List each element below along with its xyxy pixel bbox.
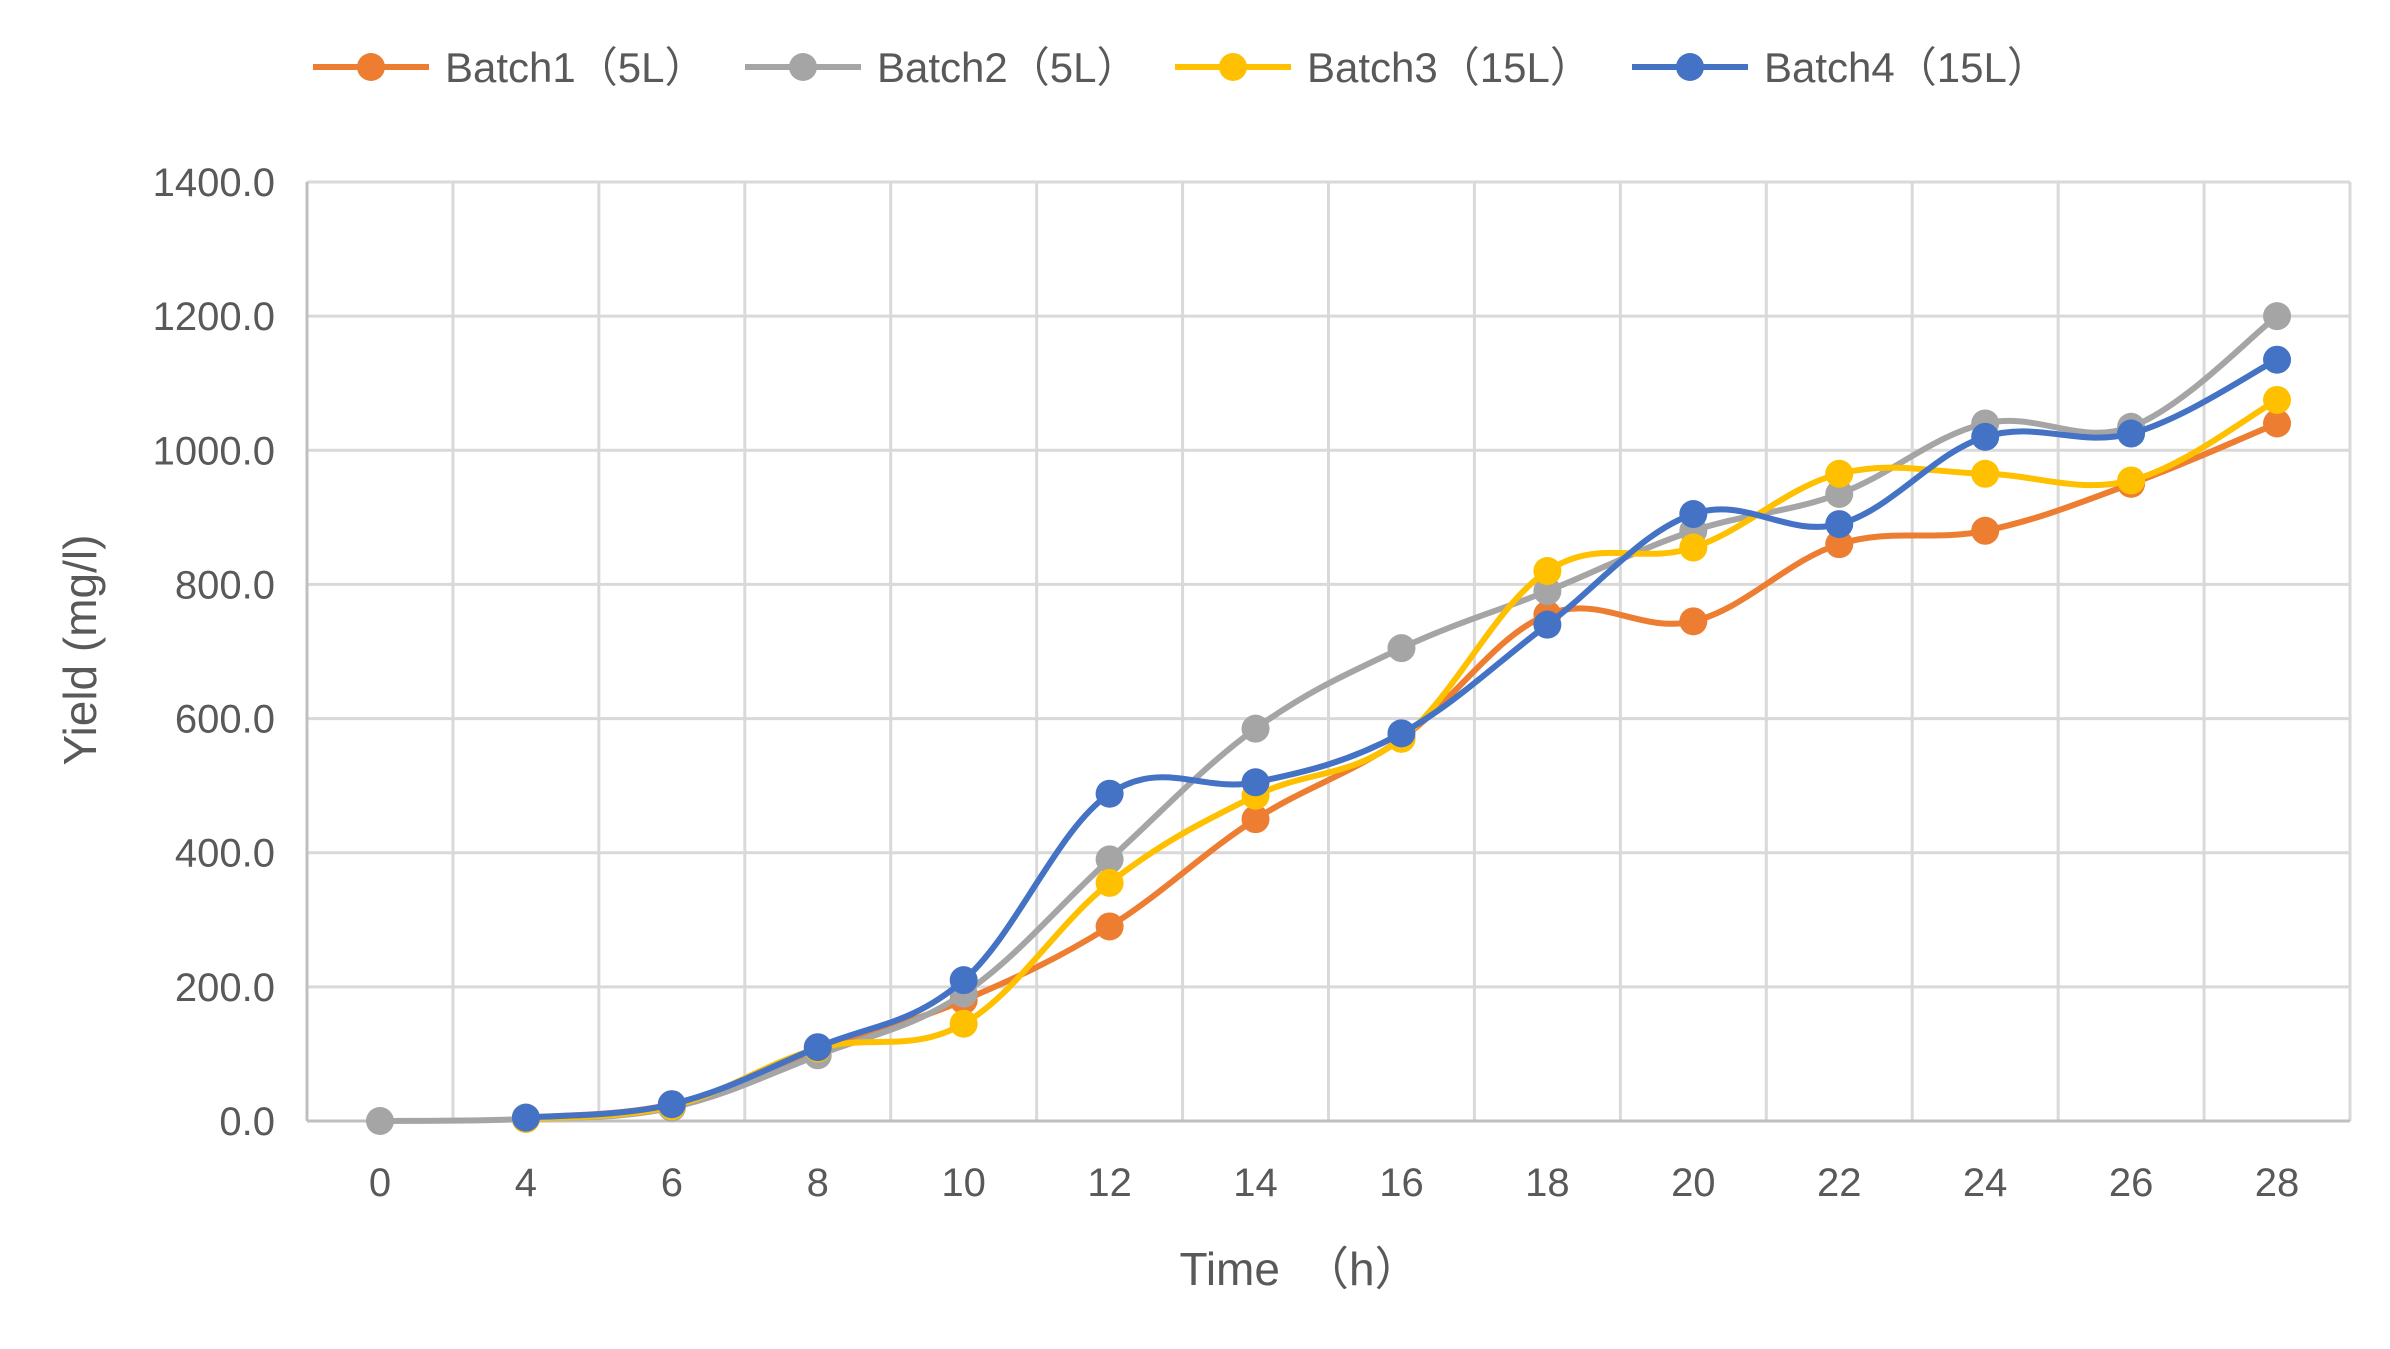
data-point <box>1679 500 1708 529</box>
x-tick-label: 20 <box>1671 1161 1716 1205</box>
y-tick-label: 1200.0 <box>153 295 275 339</box>
data-point <box>1095 845 1124 874</box>
legend-item: Batch1（5L） <box>313 44 706 91</box>
legend-label: Batch1（5L） <box>445 44 706 91</box>
data-point <box>1825 530 1854 559</box>
x-tick-label: 16 <box>1379 1161 1424 1205</box>
series-line <box>525 397 2279 1122</box>
series-lines <box>365 302 2292 1135</box>
legend-marker <box>1219 53 1247 81</box>
y-axis-title: Yield (mg/l) <box>54 535 106 766</box>
grid <box>305 180 2352 1123</box>
legend: Batch1（5L） Batch2（5L） Batch3（15L） Batch4（15… <box>313 44 2049 91</box>
data-point <box>1095 868 1124 897</box>
data-point <box>657 1090 686 1119</box>
y-tick-label: 1400.0 <box>153 161 275 205</box>
data-point <box>2263 385 2292 414</box>
series-1 <box>511 409 2292 1132</box>
legend-marker <box>1676 53 1704 81</box>
x-tick-label: 14 <box>1233 1161 1278 1205</box>
x-tick-label: 24 <box>1963 1161 2008 1205</box>
data-point <box>2263 302 2292 331</box>
data-point <box>1971 459 2000 488</box>
legend-label: Batch4（15L） <box>1764 44 2049 91</box>
data-point <box>2117 419 2146 448</box>
data-point <box>1971 516 2000 545</box>
y-tick-label: 1000.0 <box>153 429 275 473</box>
data-point <box>1825 459 1854 488</box>
data-point <box>1095 779 1124 808</box>
y-tick-label: 400.0 <box>175 832 275 876</box>
legend-item: Batch3（15L） <box>1175 44 1592 91</box>
x-tick-label: 18 <box>1525 1161 1570 1205</box>
data-point <box>2117 466 2146 495</box>
data-point <box>1533 577 1562 606</box>
x-tick-label: 10 <box>941 1161 986 1205</box>
data-point <box>949 966 978 995</box>
legend-marker <box>789 53 817 81</box>
series-3 <box>511 385 2292 1133</box>
x-tick-label: 4 <box>515 1161 537 1205</box>
legend-label: Batch3（15L） <box>1307 44 1592 91</box>
data-point <box>1387 634 1416 663</box>
x-axis-title: Time （h） <box>1179 1243 1420 1295</box>
data-point <box>2263 345 2292 374</box>
data-point <box>803 1033 832 1062</box>
x-tick-label: 22 <box>1817 1161 1862 1205</box>
series-line <box>525 420 2279 1121</box>
y-tick-labels: 0.0 200.0 400.0 600.0 800.0 1000.0 1200.0 1400.… <box>153 161 275 1144</box>
data-point <box>949 1009 978 1038</box>
y-tick-label: 200.0 <box>175 966 275 1010</box>
data-point <box>511 1103 540 1132</box>
data-point <box>1533 557 1562 586</box>
legend-label: Batch2（5L） <box>877 44 1138 91</box>
legend-item: Batch2（5L） <box>745 44 1138 91</box>
x-tick-label: 6 <box>661 1161 683 1205</box>
data-point <box>1533 610 1562 639</box>
x-tick-label: 8 <box>807 1161 829 1205</box>
x-tick-label: 0 <box>369 1161 391 1205</box>
data-point <box>1095 912 1124 941</box>
data-point <box>1241 714 1270 743</box>
data-point <box>1241 768 1270 797</box>
x-tick-label: 12 <box>1087 1161 1132 1205</box>
series-4 <box>511 345 2292 1132</box>
data-point <box>365 1107 394 1135</box>
data-point <box>1679 607 1708 636</box>
data-point <box>1679 533 1708 562</box>
data-point <box>1971 422 2000 451</box>
data-point <box>1241 805 1270 834</box>
x-tick-labels: 0 4 6 8 10 12 14 16 18 20 22 24 26 28 <box>369 1161 2299 1205</box>
y-tick-label: 600.0 <box>175 698 275 742</box>
x-tick-label: 28 <box>2255 1161 2300 1205</box>
legend-marker <box>357 53 385 81</box>
data-point <box>1825 510 1854 539</box>
y-tick-label: 0.0 <box>219 1100 275 1144</box>
data-point <box>2263 409 2292 438</box>
x-tick-label: 26 <box>2109 1161 2154 1205</box>
legend-item: Batch4（15L） <box>1632 44 2049 91</box>
data-point <box>1825 479 1854 508</box>
y-tick-label: 800.0 <box>175 563 275 607</box>
data-point <box>1387 719 1416 748</box>
